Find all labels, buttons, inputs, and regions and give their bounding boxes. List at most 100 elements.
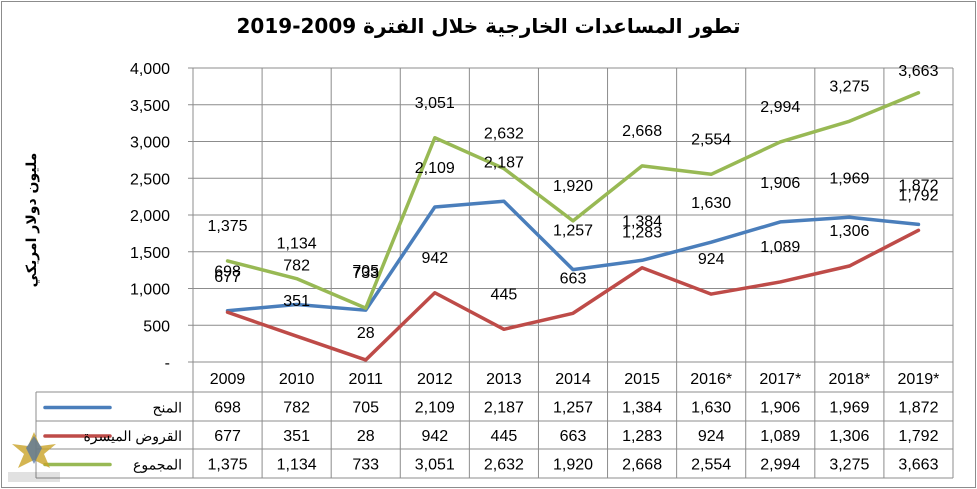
data-label: 28 bbox=[357, 325, 375, 342]
series-line bbox=[225, 91, 921, 310]
data-label: 1,375 bbox=[208, 218, 248, 235]
legend-label: المجموع bbox=[133, 457, 182, 474]
data-label: 2,668 bbox=[622, 123, 662, 140]
data-label: 924 bbox=[698, 251, 725, 268]
table-cell: 2,994 bbox=[760, 457, 800, 474]
data-label: 351 bbox=[283, 293, 310, 310]
table-cell: 351 bbox=[283, 428, 310, 445]
data-label: 1,872 bbox=[898, 177, 938, 194]
table-cell: 2,632 bbox=[484, 457, 524, 474]
data-label: 1,283 bbox=[622, 225, 662, 242]
data-label: 705 bbox=[352, 263, 379, 280]
data-label: 1,969 bbox=[829, 170, 869, 187]
table-cell: 1,792 bbox=[898, 428, 938, 445]
y-tick-label: 500 bbox=[143, 318, 170, 335]
table-cell: 663 bbox=[560, 428, 587, 445]
data-label: 2,554 bbox=[691, 131, 731, 148]
chart-title: تطور المساعدات الخارجية خلال الفترة 2009… bbox=[236, 14, 741, 38]
data-label: 3,051 bbox=[415, 95, 455, 112]
table-cell: 1,306 bbox=[829, 428, 869, 445]
data-label: 942 bbox=[421, 250, 448, 267]
table-cell: 942 bbox=[421, 428, 448, 445]
data-label: 782 bbox=[283, 258, 310, 275]
table-cell: 1,920 bbox=[553, 457, 593, 474]
table-cell: 2,109 bbox=[415, 400, 455, 417]
x-tick-label: 2016* bbox=[690, 371, 732, 388]
data-label: 698 bbox=[214, 264, 241, 281]
data-label: 1,257 bbox=[553, 223, 593, 240]
data-table: 2009 2010 2011 2012 2013 2014 2015 2016* 2017* 20… bbox=[35, 361, 954, 479]
data-label: 445 bbox=[491, 286, 518, 303]
table-cell: 1,872 bbox=[898, 400, 938, 417]
table-cell: 1,906 bbox=[760, 400, 800, 417]
legend-label: القروض الميسرة bbox=[83, 428, 182, 445]
data-label: 1,384 bbox=[622, 213, 662, 230]
series-lines bbox=[225, 91, 921, 362]
logo-graphic bbox=[8, 432, 60, 482]
y-tick-label: 4,000 bbox=[130, 61, 170, 78]
data-label: 1,089 bbox=[760, 239, 800, 256]
table-cell: 1,375 bbox=[208, 457, 248, 474]
data-label: 2,632 bbox=[484, 126, 524, 143]
x-tick-label: 2019* bbox=[898, 371, 940, 388]
x-tick-label: 2015 bbox=[624, 371, 660, 388]
table-cell: 733 bbox=[352, 457, 379, 474]
table-cell: 3,051 bbox=[415, 457, 455, 474]
data-label: 663 bbox=[560, 270, 587, 287]
data-label: 1,792 bbox=[898, 187, 938, 204]
y-tick-label: 2,000 bbox=[130, 208, 170, 225]
y-tick-label: 1,500 bbox=[130, 245, 170, 262]
data-label: 1,630 bbox=[691, 195, 731, 212]
table-cell: 28 bbox=[357, 428, 375, 445]
data-label: 1,920 bbox=[553, 178, 593, 195]
series-line bbox=[225, 199, 921, 313]
y-tick-label: 3,000 bbox=[130, 135, 170, 152]
data-label: 1,906 bbox=[760, 175, 800, 192]
table-cell: 1,257 bbox=[553, 400, 593, 417]
data-label: 2,187 bbox=[484, 154, 524, 171]
y-tick-labels: - 500 1,000 1,500 2,000 2,500 3,000 3,500 4,000 bbox=[130, 61, 170, 372]
x-tick-label: 2017* bbox=[759, 371, 801, 388]
data-label: 1,306 bbox=[829, 223, 869, 240]
y-tick-label: 2,500 bbox=[130, 171, 170, 188]
y-tick-label: 1,000 bbox=[130, 282, 170, 299]
table-cell: 1,384 bbox=[622, 400, 662, 417]
y-tick-label: 3,500 bbox=[130, 98, 170, 115]
table-cell: 698 bbox=[214, 400, 241, 417]
x-tick-label: 2009 bbox=[210, 371, 246, 388]
data-label: 1,134 bbox=[277, 236, 317, 253]
data-label: 733 bbox=[352, 265, 379, 282]
x-tick-label: 2018* bbox=[828, 371, 870, 388]
table-cell: 3,275 bbox=[829, 457, 869, 474]
x-tick-label: 2012 bbox=[417, 371, 453, 388]
table-cell: 2,187 bbox=[484, 400, 524, 417]
table-cell: 782 bbox=[283, 400, 310, 417]
watermark-logo bbox=[4, 428, 64, 486]
data-label: 3,663 bbox=[898, 63, 938, 80]
x-tick-label: 2010 bbox=[279, 371, 315, 388]
table-cell: 1,630 bbox=[691, 400, 731, 417]
series-line bbox=[225, 228, 921, 362]
data-label: 2,109 bbox=[415, 160, 455, 177]
table-cell: 1,089 bbox=[760, 428, 800, 445]
data-label: 2,994 bbox=[760, 99, 800, 116]
table-cell: 3,663 bbox=[898, 457, 938, 474]
table-cell: 924 bbox=[698, 428, 725, 445]
grid-lines bbox=[188, 67, 954, 363]
x-tick-label: 2011 bbox=[349, 371, 384, 388]
table-cell: 1,283 bbox=[622, 428, 662, 445]
table-cell: 1,969 bbox=[829, 400, 869, 417]
table-cell: 705 bbox=[352, 400, 379, 417]
table-cell: 677 bbox=[214, 428, 241, 445]
y-tick-label: - bbox=[165, 355, 170, 372]
table-cell: 2,668 bbox=[622, 457, 662, 474]
table-cell: 1,134 bbox=[277, 457, 317, 474]
data-label: 3,275 bbox=[829, 78, 869, 95]
table-cell: 445 bbox=[491, 428, 518, 445]
x-tick-label: 2013 bbox=[486, 371, 522, 388]
data-label: 677 bbox=[214, 269, 241, 286]
legend-label: المنح bbox=[152, 400, 182, 417]
data-labels: 698 782 705 2,109 2,187 1,257 1,384 1,630 1,906 1… bbox=[208, 63, 939, 342]
